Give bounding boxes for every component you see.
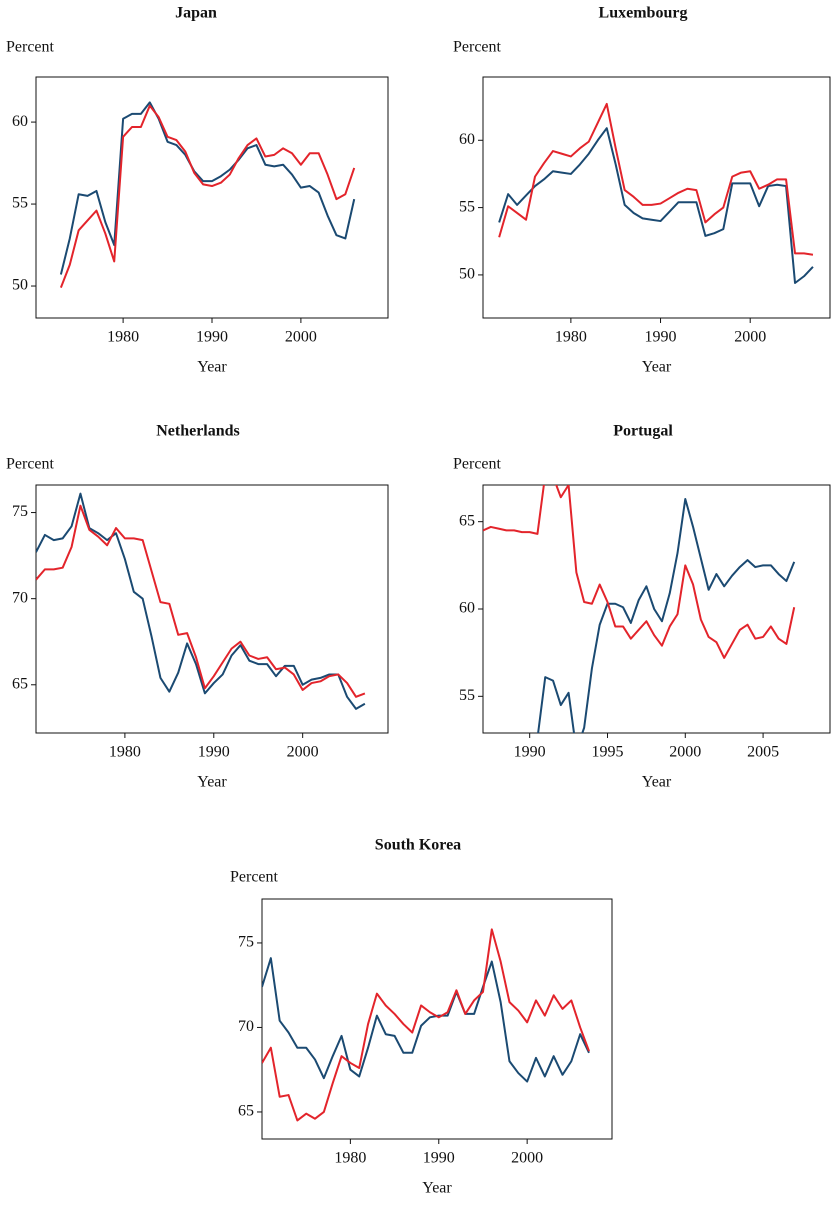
x-axis-label: Year bbox=[642, 774, 672, 791]
y-tick-label: 60 bbox=[12, 113, 28, 130]
data-line bbox=[59, 104, 356, 289]
x-tick-label: 1990 bbox=[423, 1150, 455, 1167]
x-axis-label: Year bbox=[422, 1180, 452, 1197]
y-tick-label: 75 bbox=[238, 934, 254, 951]
x-tick-label: 2000 bbox=[285, 329, 317, 346]
chart-title: Luxembourg bbox=[599, 5, 688, 22]
data-line bbox=[36, 492, 366, 710]
data-line bbox=[59, 101, 356, 275]
x-tick-label: 1980 bbox=[334, 1150, 366, 1167]
y-tick-label: 65 bbox=[238, 1103, 254, 1120]
data-line bbox=[498, 127, 814, 284]
y-tick-label: 55 bbox=[459, 687, 475, 704]
plot-frame bbox=[482, 484, 831, 734]
x-tick-label: 1980 bbox=[107, 329, 139, 346]
chart-title: South Korea bbox=[375, 837, 461, 854]
data-line bbox=[483, 485, 796, 659]
x-tick-label: 2000 bbox=[669, 744, 701, 761]
x-tick-label: 1990 bbox=[645, 329, 677, 346]
x-tick-label: 2000 bbox=[734, 329, 766, 346]
y-tick-label: 55 bbox=[12, 195, 28, 212]
y-tick-label: 60 bbox=[459, 600, 475, 617]
y-axis-label: Percent bbox=[453, 39, 502, 56]
chart-title: Portugal bbox=[613, 423, 673, 440]
x-tick-label: 1990 bbox=[196, 329, 228, 346]
y-tick-label: 55 bbox=[459, 198, 475, 215]
y-tick-label: 60 bbox=[459, 131, 475, 148]
x-tick-label: 1980 bbox=[109, 744, 141, 761]
y-axis-label: Percent bbox=[453, 456, 502, 473]
chart-title: Japan bbox=[175, 5, 217, 22]
x-tick-label: 2000 bbox=[287, 744, 319, 761]
data-line bbox=[537, 497, 796, 733]
x-tick-label: 1995 bbox=[591, 744, 623, 761]
y-tick-label: 50 bbox=[459, 266, 475, 283]
y-axis-label: Percent bbox=[230, 869, 279, 886]
x-tick-label: 1990 bbox=[514, 744, 546, 761]
x-axis-label: Year bbox=[642, 359, 672, 376]
x-axis-label: Year bbox=[197, 774, 227, 791]
x-axis-label: Year bbox=[197, 359, 227, 376]
data-line bbox=[498, 102, 814, 256]
y-tick-label: 65 bbox=[12, 675, 28, 692]
data-line bbox=[262, 957, 590, 1083]
y-axis-label: Percent bbox=[6, 456, 55, 473]
y-tick-label: 70 bbox=[238, 1018, 254, 1035]
x-tick-label: 2000 bbox=[511, 1150, 543, 1167]
y-tick-label: 50 bbox=[12, 277, 28, 294]
x-tick-label: 2005 bbox=[747, 744, 779, 761]
x-tick-label: 1990 bbox=[198, 744, 230, 761]
y-tick-label: 75 bbox=[12, 503, 28, 520]
y-tick-label: 65 bbox=[459, 512, 475, 529]
plot-frame bbox=[482, 76, 831, 319]
x-tick-label: 1980 bbox=[555, 329, 587, 346]
y-tick-label: 70 bbox=[12, 589, 28, 606]
y-axis-label: Percent bbox=[6, 39, 55, 56]
data-line bbox=[36, 504, 366, 698]
data-line bbox=[262, 928, 590, 1122]
chart-title: Netherlands bbox=[156, 423, 240, 440]
plot-frame bbox=[35, 484, 389, 734]
plot-frame bbox=[261, 898, 613, 1140]
